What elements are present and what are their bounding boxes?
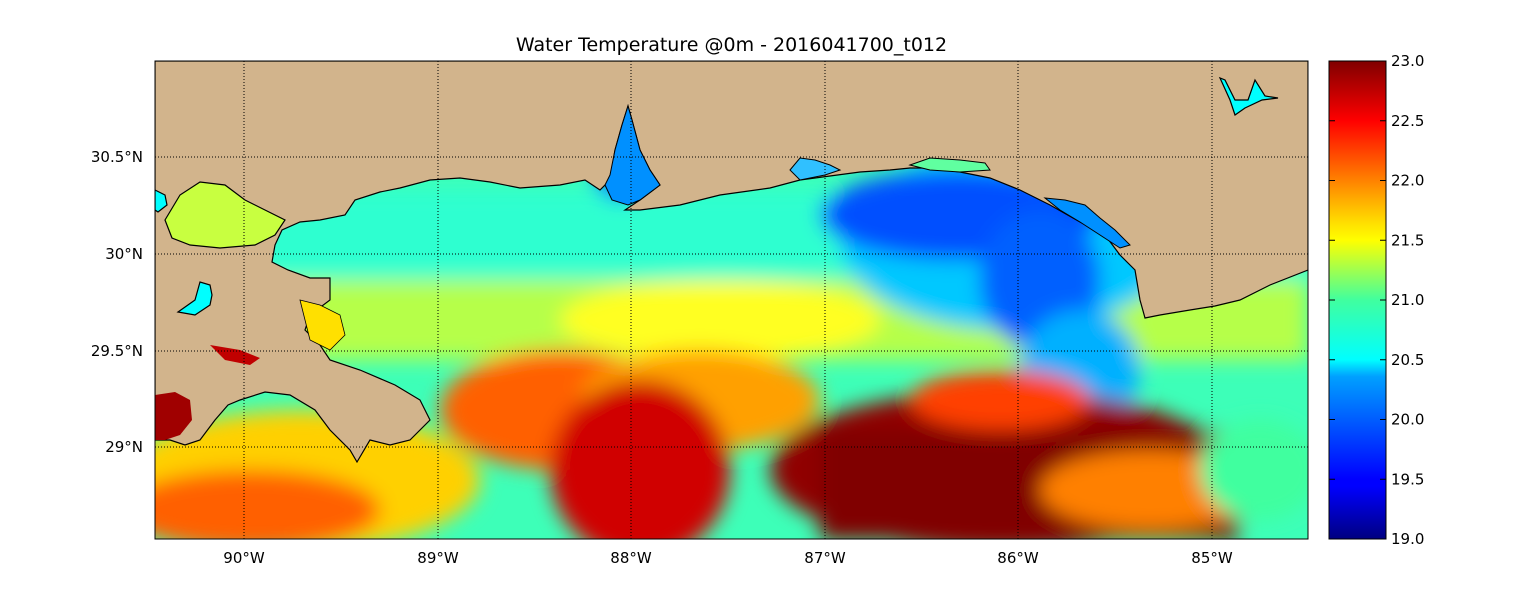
- colorbar-tick-label: 22.5: [1391, 112, 1424, 130]
- temperature-gradient-layers: [155, 120, 1308, 539]
- lon-tick-label: 86°W: [997, 549, 1039, 567]
- lon-tick-labels: 90°W 89°W 88°W 87°W 86°W 85°W: [223, 549, 1233, 567]
- map-plot-area: [155, 61, 1308, 539]
- lat-tick-label: 30°N: [105, 245, 143, 263]
- colorbar-tick-label: 23.0: [1391, 52, 1424, 70]
- st-andrew-bay: [1043, 197, 1131, 249]
- map-frame: [154, 60, 1309, 540]
- marsh-delta: [299, 299, 346, 351]
- colorbar-gradient: [1328, 60, 1387, 540]
- delta-red-patch: [155, 392, 192, 440]
- colorbar-tick-labels: 19.0 19.5 20.0 20.5 21.0 21.5 22.0 22.5 23.0: [1391, 52, 1424, 548]
- lat-tick-label: 29.5°N: [91, 342, 143, 360]
- colorbar-tick-label: 19.0: [1391, 530, 1424, 548]
- lon-tick-label: 89°W: [417, 549, 459, 567]
- lake-pontchartrain: [164, 181, 286, 249]
- lake-borgne: [176, 281, 213, 316]
- colorbar-tick-label: 20.0: [1391, 411, 1424, 429]
- lake-maurepas: [155, 189, 168, 213]
- gridlines: [155, 61, 1308, 539]
- map-title: Water Temperature @0m - 2016041700_t012: [515, 34, 948, 56]
- lon-tick-label: 88°W: [610, 549, 652, 567]
- mobile-bay: [604, 104, 661, 206]
- colorbar-tick-label: 22.0: [1391, 172, 1424, 190]
- lat-tick-label: 29°N: [105, 438, 143, 456]
- colorbar-tick-label: 20.5: [1391, 351, 1424, 369]
- lon-tick-label: 85°W: [1191, 549, 1233, 567]
- delta-red-patch-2: [210, 345, 260, 365]
- bay-north-east: [1218, 76, 1279, 116]
- lat-tick-label: 30.5°N: [91, 148, 143, 166]
- colorbar-ticks: [1329, 60, 1386, 540]
- colorbar-tick-label: 19.5: [1391, 470, 1424, 488]
- colorbar-tick-label: 21.5: [1391, 231, 1424, 249]
- lat-tick-labels: 30.5°N 30°N 29.5°N 29°N: [91, 148, 143, 456]
- choctawhatchee-bay: [908, 157, 991, 173]
- colorbar-tick-label: 21.0: [1391, 291, 1424, 309]
- pensacola-bay: [789, 157, 842, 181]
- lon-tick-label: 87°W: [804, 549, 846, 567]
- colorbar: 19.0 19.5 20.0 20.5 21.0 21.5 22.0 22.5 23.0: [1328, 52, 1424, 548]
- lon-tick-label: 90°W: [223, 549, 265, 567]
